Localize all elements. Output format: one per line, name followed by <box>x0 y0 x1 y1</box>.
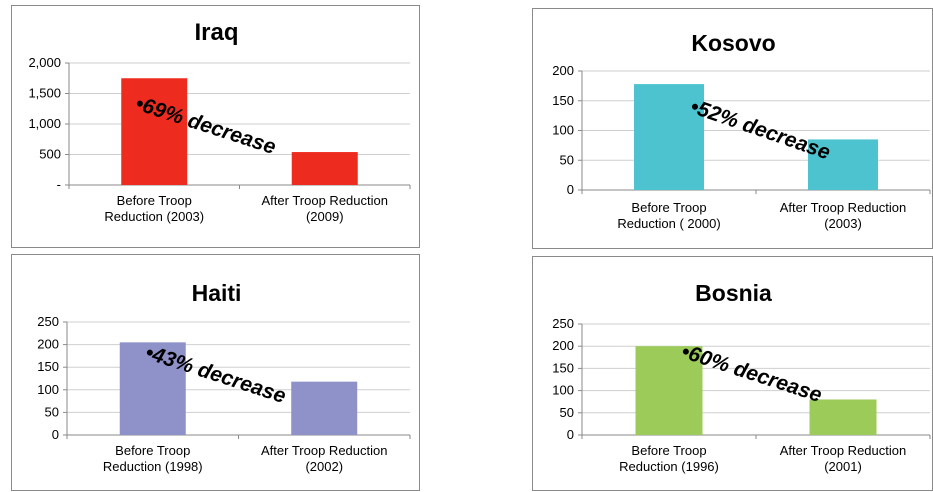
decrease-annotation: •52% decrease <box>687 95 833 164</box>
category-label: After Troop Reduction <box>780 443 906 458</box>
y-tick-label: 100 <box>552 383 574 398</box>
bar <box>291 381 358 435</box>
y-tick-label: 200 <box>552 338 574 353</box>
category-label: Before Troop <box>631 443 706 458</box>
category-label: (2001) <box>824 459 862 474</box>
y-tick-label: 150 <box>37 359 59 374</box>
category-label: Reduction (1998) <box>103 459 203 474</box>
bar <box>809 399 877 435</box>
category-label: Before Troop <box>117 193 192 208</box>
y-tick-label: 2,000 <box>28 55 61 70</box>
y-tick-label: 250 <box>552 316 574 331</box>
category-label: Reduction (2003) <box>104 209 204 224</box>
y-tick-label: 1,000 <box>28 116 61 131</box>
y-tick-label: 150 <box>552 93 574 108</box>
category-label: After Troop Reduction <box>262 193 388 208</box>
y-tick-label: 100 <box>552 123 574 138</box>
chart-title: Haiti <box>192 280 242 306</box>
y-tick-label: 50 <box>560 152 574 167</box>
chart-title: Kosovo <box>691 30 775 56</box>
chart-svg: Bosnia 0 50 100 150 200 250 Before TroopReducti… <box>552 280 931 474</box>
chart-panel-kosovo: Kosovo 0 50 100 150 200 Before Troop Reduction … <box>532 8 933 249</box>
category-label: Before Troop <box>115 443 190 458</box>
y-tick-label: 1,500 <box>28 86 61 101</box>
category-label: Reduction ( 2000) <box>617 216 720 231</box>
chart-title: Iraq <box>194 19 238 46</box>
y-tick-label: 100 <box>37 382 59 397</box>
y-tick-label: 200 <box>552 63 574 78</box>
chart-svg: Kosovo 0 50 100 150 200 Before TroopReduction … <box>552 30 931 231</box>
chart-title: Bosnia <box>695 280 772 306</box>
category-label: (2009) <box>306 209 344 224</box>
y-tick-label: 250 <box>37 314 59 329</box>
category-label: Reduction (1996) <box>619 459 719 474</box>
bar <box>119 342 186 435</box>
bar <box>291 152 358 185</box>
category-label: After Troop Reduction <box>261 443 387 458</box>
category-label: After Troop Reduction <box>780 200 906 215</box>
chart-svg: Haiti 0 50 100 150 200 250 Before TroopReductio… <box>37 280 411 474</box>
y-tick-label: 50 <box>45 404 59 419</box>
y-tick-label: 500 <box>39 147 61 162</box>
chart-panel-bosnia: Bosnia 0 50 100 150 200 250 Before Troop Reducti… <box>532 256 933 491</box>
y-tick-label: 150 <box>552 360 574 375</box>
y-tick-label: 0 <box>567 427 574 442</box>
bar <box>635 346 703 435</box>
y-tick-label: - <box>57 177 61 192</box>
y-tick-label: 0 <box>567 182 574 197</box>
category-label: (2003) <box>824 216 862 231</box>
y-tick-label: 50 <box>560 405 574 420</box>
bar <box>634 84 704 190</box>
chart-panel-haiti: Haiti 0 50 100 150 200 250 Before Troop Reductio… <box>11 254 420 491</box>
y-tick-label: 200 <box>37 337 59 352</box>
chart-panel-iraq: Iraq - 500 1,000 1,500 2,000 Before Troop Reduc… <box>11 5 420 248</box>
chart-svg: Iraq - 500 1,000 1,500 2,000 Before TroopReduc… <box>28 19 411 224</box>
bar <box>121 78 188 185</box>
category-label: (2002) <box>305 459 343 474</box>
bar <box>808 139 878 190</box>
category-label: Before Troop <box>631 200 706 215</box>
y-tick-label: 0 <box>52 427 59 442</box>
